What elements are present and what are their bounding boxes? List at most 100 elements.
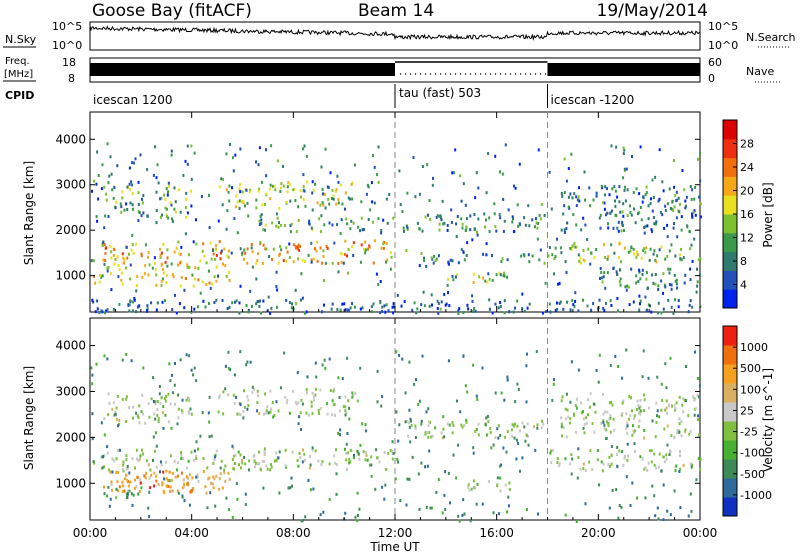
rti-cell <box>412 156 415 159</box>
rti-cell <box>569 308 572 312</box>
rti-cell <box>131 416 134 420</box>
rti-cell <box>633 207 635 211</box>
rti-cell <box>339 232 342 236</box>
rti-cell <box>136 457 138 461</box>
rti-cell <box>197 278 200 282</box>
rti-cell <box>240 200 243 204</box>
rti-cell <box>184 215 187 219</box>
rti-cell <box>364 458 367 462</box>
rti-cell <box>494 225 497 229</box>
rti-cell <box>332 194 335 198</box>
rti-cell <box>169 485 172 489</box>
rti-cell <box>625 475 628 479</box>
rti-cell <box>414 436 417 439</box>
rti-cell <box>406 226 409 230</box>
rti-cell <box>307 253 310 257</box>
rti-cell <box>300 398 303 402</box>
rti-cell <box>366 458 369 462</box>
rti-cell <box>328 497 331 501</box>
rti-cell <box>613 251 616 255</box>
rti-cell <box>321 201 324 205</box>
rti-cell <box>316 259 319 263</box>
rti-cell <box>503 274 506 278</box>
rti-cell <box>158 392 161 396</box>
rti-cell <box>170 153 173 157</box>
rti-cell <box>176 246 179 250</box>
rti-cell <box>97 174 100 177</box>
rti-cell <box>608 193 611 197</box>
rti-cell <box>228 199 231 203</box>
rti-cell <box>493 212 496 216</box>
rti-cell <box>640 256 643 260</box>
rti-cell <box>260 218 263 222</box>
rti-cell <box>438 222 441 226</box>
rti-cell <box>475 394 478 398</box>
rti-cell <box>612 226 615 230</box>
rti-cell <box>95 182 98 186</box>
rti-cell <box>218 487 221 491</box>
rti-cell <box>131 233 134 237</box>
rti-cell <box>136 414 139 418</box>
rti-cell <box>696 267 698 271</box>
rti-cell <box>627 417 630 421</box>
rti-cell <box>580 228 583 232</box>
rti-cell <box>239 403 242 407</box>
rti-cell <box>181 398 184 402</box>
rti-cell <box>181 486 184 490</box>
colorbar-swatch <box>723 459 737 479</box>
rti-cell <box>154 431 157 435</box>
rti-cell <box>225 188 228 192</box>
rti-cell <box>346 432 349 435</box>
rti-cell <box>417 472 420 476</box>
rti-cell <box>218 477 221 480</box>
rti-cell <box>540 202 543 206</box>
rti-cell <box>144 476 147 480</box>
rti-cell <box>336 308 339 312</box>
rti-cell <box>410 419 412 423</box>
rti-cell <box>630 267 633 271</box>
rti-cell <box>197 479 200 483</box>
rti-cell <box>513 184 515 188</box>
rti-cell <box>450 208 453 212</box>
rti-cell <box>232 454 235 458</box>
rti-cell <box>116 417 118 421</box>
rti-cell <box>488 307 491 311</box>
rti-cell <box>691 188 694 192</box>
rti-cell <box>515 457 518 461</box>
rti-cell <box>152 376 155 380</box>
rti-cell <box>677 305 680 309</box>
rti-cell <box>209 286 212 290</box>
rti-cell <box>251 250 254 254</box>
rti-cell <box>155 190 158 194</box>
rti-cell <box>682 463 685 467</box>
rti-cell <box>657 199 660 203</box>
rti-cell <box>122 484 125 488</box>
rti-cell <box>654 258 657 262</box>
rti-cell <box>140 410 143 414</box>
rti-cell <box>273 184 276 188</box>
rti-cell <box>610 445 613 448</box>
rti-cell <box>613 428 616 432</box>
rti-cell <box>645 185 648 189</box>
rti-cell <box>185 466 188 470</box>
rti-cell <box>694 186 697 189</box>
rti-cell <box>335 492 338 496</box>
rti-cell <box>494 391 497 395</box>
colorbar-tick-label: 8 <box>740 255 747 268</box>
rti-cell <box>277 456 280 460</box>
rti-cell <box>514 186 517 190</box>
rti-cell <box>519 469 521 473</box>
rti-cell <box>285 200 288 204</box>
rti-cell <box>483 212 486 216</box>
rti-cell <box>396 293 399 297</box>
rti-cell <box>380 404 383 408</box>
rti-cell <box>130 492 133 496</box>
rti-cell <box>654 435 657 439</box>
rti-cell <box>164 413 167 417</box>
rti-cell <box>213 257 216 261</box>
rti-cell <box>643 231 646 235</box>
rti-cell <box>104 259 107 262</box>
rti-cell <box>697 157 699 161</box>
rti-cell <box>573 305 576 309</box>
rti-cell <box>548 170 551 174</box>
